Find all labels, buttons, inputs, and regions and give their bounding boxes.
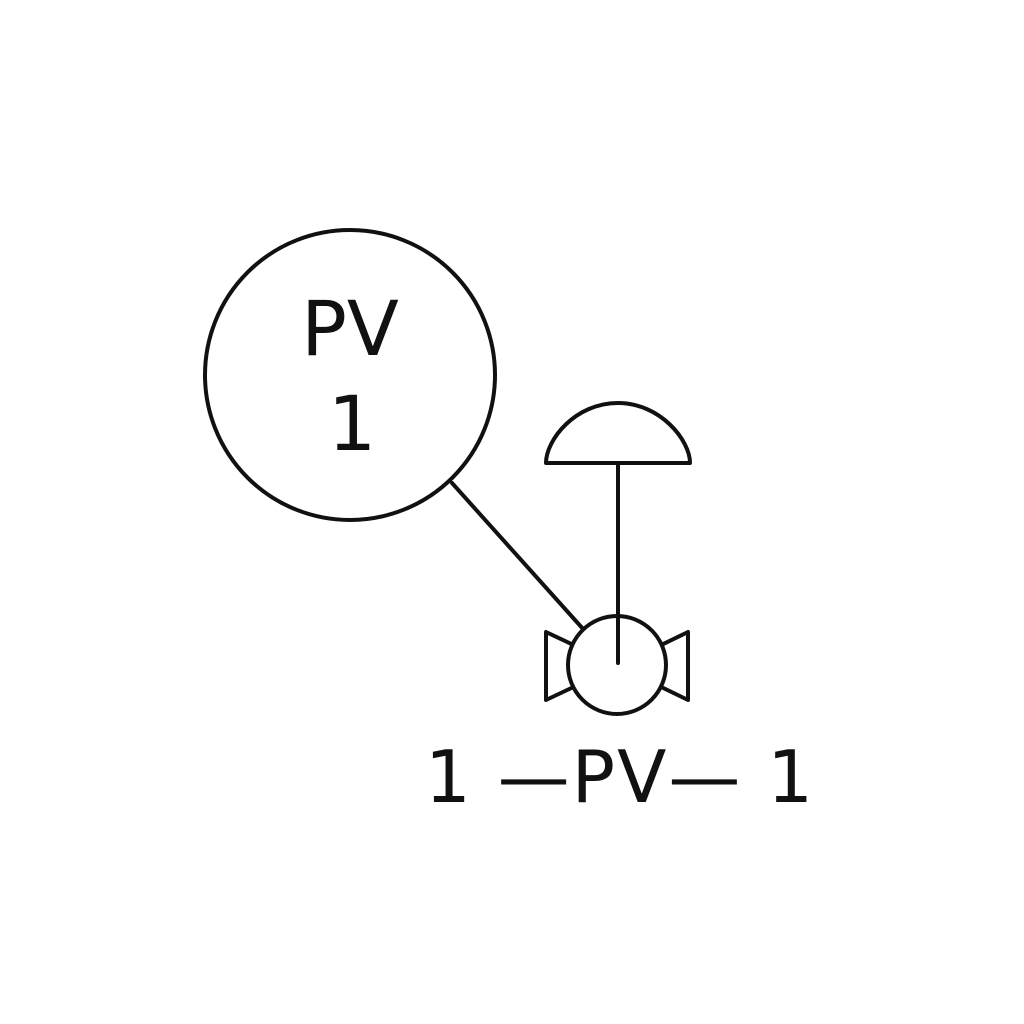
instrument-loop-number: 1 bbox=[328, 379, 376, 468]
instrument-bubble-circle bbox=[203, 228, 497, 522]
control-valve[interactable] bbox=[544, 401, 692, 716]
diaphragm-actuator-icon bbox=[544, 401, 692, 465]
valve-tag-label: 1 —PV— 1 bbox=[425, 735, 815, 819]
signal-line bbox=[450, 481, 586, 632]
instrument-function-letters: PV bbox=[301, 284, 399, 373]
instrument-bubble[interactable]: PV 1 bbox=[203, 228, 497, 522]
